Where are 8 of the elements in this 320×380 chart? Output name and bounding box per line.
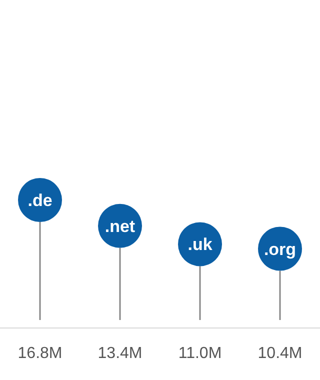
x-tick-label: .net [104, 216, 136, 236]
data-label: 11.0M [178, 345, 222, 362]
data-label: 13.4M [98, 345, 142, 362]
x-tick-label: .uk [188, 235, 213, 254]
data-label: 10.4M [258, 345, 302, 362]
data-label: 16.8M [18, 345, 62, 362]
x-tick-label: .org [264, 240, 296, 259]
x-tick-label: .de [28, 191, 52, 210]
